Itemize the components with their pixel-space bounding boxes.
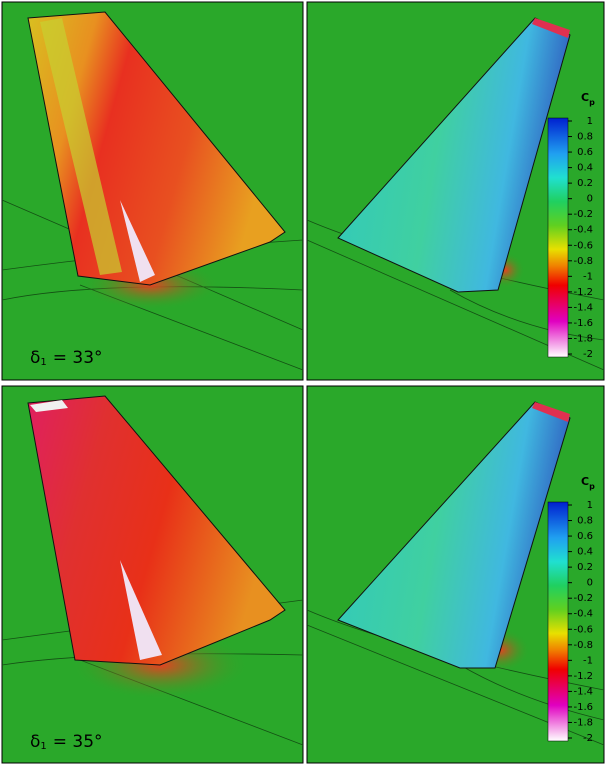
label-text: = 33° (53, 348, 103, 368)
label-subscript: 1 (40, 357, 46, 368)
colorbar-title-sub: p (589, 98, 595, 107)
label-text: = 35° (53, 732, 103, 752)
colorbar-tick-label: 0.4 (577, 163, 593, 174)
colorbar-tick-label: 0.2 (577, 178, 593, 189)
colorbar-tick-label: -0.2 (573, 209, 593, 220)
colorbar (547, 117, 569, 358)
colorbar-tick-label: 1 (587, 116, 593, 127)
panel (1, 1, 304, 381)
colorbar-tick-label: 0.2 (577, 562, 593, 573)
colorbar-tick-label: -2 (583, 733, 593, 744)
colorbar-tick-label: 0.8 (577, 516, 593, 527)
colorbar-tick-label: -1.8 (573, 717, 593, 728)
colorbar-tick-label: 0.8 (577, 132, 593, 143)
colorbar-tick-label: -1.4 (573, 302, 593, 313)
colorbar-tick-label: -1 (583, 271, 593, 282)
colorbar-tick-label: -0.4 (573, 225, 593, 236)
colorbar-tick-label: -2 (583, 349, 593, 360)
colorbar-tick-label: -0.6 (573, 240, 593, 251)
colorbar-title: Cp (581, 91, 595, 107)
colorbar-tick-label: -0.8 (573, 640, 593, 651)
colorbar-tick-label: -1.2 (573, 671, 593, 682)
colorbar (547, 501, 569, 742)
colorbar-tick-label: 0.4 (577, 547, 593, 558)
colorbar-title-sub: p (589, 482, 595, 491)
colorbar-tick-label: -1.8 (573, 333, 593, 344)
label-symbol: δ (30, 732, 40, 752)
panel (1, 385, 304, 764)
colorbar-tick-label: 0 (587, 194, 593, 205)
colorbar-tick-label: -0.6 (573, 624, 593, 635)
panel-label: δ1 = 35° (30, 732, 103, 752)
label-symbol: δ (30, 348, 40, 368)
colorbar-tick-label: -1.2 (573, 287, 593, 298)
colorbar-tick-label: 0.6 (577, 531, 593, 542)
colorbar-tick-label: -0.4 (573, 609, 593, 620)
label-subscript: 1 (40, 741, 46, 752)
colorbar-tick-label: -0.8 (573, 256, 593, 267)
colorbar-tick-label: -1.6 (573, 702, 593, 713)
colorbar-tick-label: 1 (587, 500, 593, 511)
colorbar-title-main: C (581, 91, 589, 104)
colorbar-tick-label: -0.2 (573, 593, 593, 604)
colorbar-tick-label: -1.4 (573, 686, 593, 697)
colorbar-title: Cp (581, 475, 595, 491)
panel-label: δ1 = 33° (30, 348, 103, 368)
colorbar-tick-label: -1 (583, 655, 593, 666)
colorbar-tick-label: 0.6 (577, 147, 593, 158)
colorbar-tick-label: 0 (587, 578, 593, 589)
colorbar-tick-label: -1.6 (573, 318, 593, 329)
colorbar-title-main: C (581, 475, 589, 488)
